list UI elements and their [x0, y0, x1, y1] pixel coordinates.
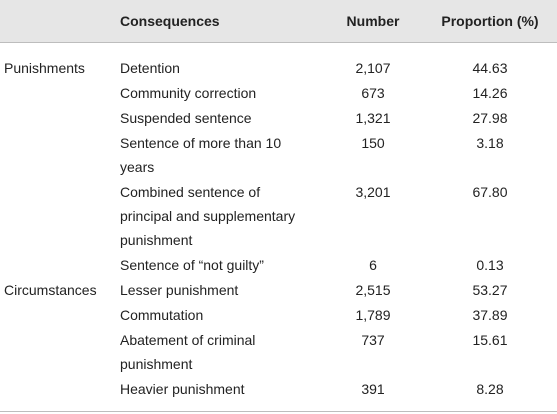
- row-consequence: Sentence of “not guilty”: [120, 257, 264, 273]
- table-header-band: [0, 0, 557, 43]
- row-category: Punishments: [4, 60, 85, 76]
- row-proportion: 67.80: [472, 184, 508, 200]
- row-number: 2,107: [355, 60, 391, 76]
- row-proportion: 3.18: [476, 135, 504, 151]
- row-consequence: Community correction: [120, 85, 257, 101]
- header-proportion: Proportion (%): [441, 13, 539, 29]
- row-consequence: Heavier punishment: [120, 381, 245, 397]
- row-proportion: 27.98: [472, 110, 508, 126]
- row-proportion: 14.26: [472, 85, 508, 101]
- row-consequence: Abatement of criminal: [120, 332, 256, 348]
- row-consequence-continued: punishment: [120, 232, 193, 248]
- row-consequence: Commutation: [120, 307, 204, 323]
- row-consequence: Suspended sentence: [120, 110, 252, 126]
- row-number: 6: [369, 257, 377, 273]
- row-consequence: Combined sentence of: [120, 184, 261, 200]
- row-number: 1,789: [355, 307, 391, 323]
- row-proportion: 44.63: [472, 60, 508, 76]
- row-number: 1,321: [355, 110, 391, 126]
- row-number: 673: [361, 85, 385, 101]
- row-category: Circumstances: [4, 282, 97, 298]
- row-number: 391: [361, 381, 385, 397]
- header-consequences: Consequences: [120, 13, 220, 29]
- row-number: 2,515: [355, 282, 391, 298]
- row-proportion: 37.89: [472, 307, 508, 323]
- row-consequence-continued: principal and supplementary: [120, 208, 296, 224]
- row-number: 150: [361, 135, 385, 151]
- table-bottom-rule: [0, 411, 557, 412]
- row-consequence: Detention: [120, 60, 180, 76]
- row-consequence: Lesser punishment: [120, 282, 239, 298]
- row-number: 737: [361, 332, 385, 348]
- header-number: Number: [346, 13, 400, 29]
- row-number: 3,201: [355, 184, 391, 200]
- row-consequence-continued: punishment: [120, 356, 193, 372]
- row-proportion: 8.28: [476, 381, 504, 397]
- row-proportion: 15.61: [472, 332, 508, 348]
- row-consequence: Sentence of more than 10: [120, 135, 282, 151]
- row-proportion: 0.13: [476, 257, 504, 273]
- row-proportion: 53.27: [472, 282, 508, 298]
- row-consequence-continued: years: [120, 159, 155, 175]
